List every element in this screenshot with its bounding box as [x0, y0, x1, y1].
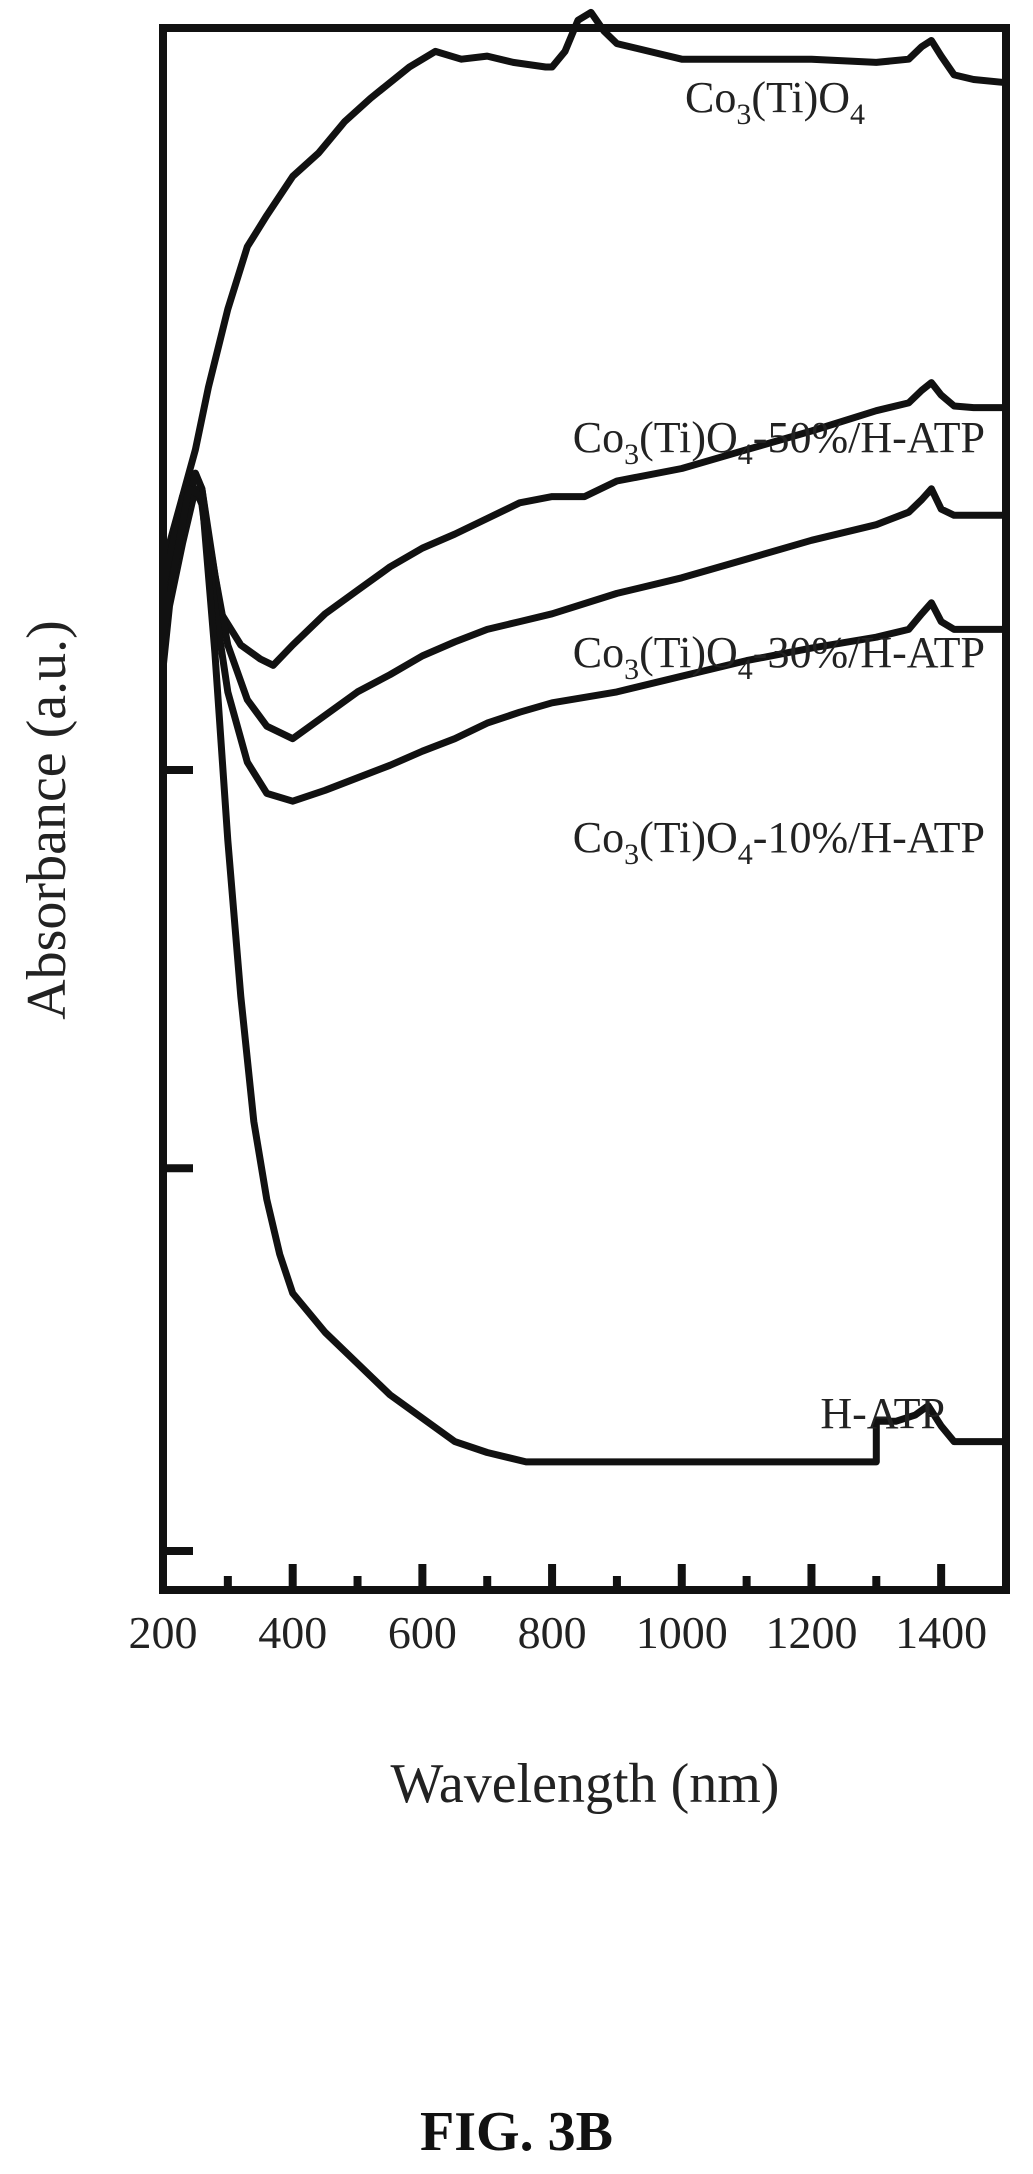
y-axis-label: Absorbance (a.u.): [16, 620, 78, 1020]
series-lines: [159, 8, 1010, 1466]
x-tick-label: 1400: [895, 1607, 987, 1658]
series-line-5: [159, 485, 1010, 1466]
x-axis-tick-labels: 200 400 600 800 1000 1200 1400: [129, 1607, 988, 1658]
x-tick-label: 800: [518, 1607, 587, 1658]
series-label-4: Co3(Ti)O4-10%/H-ATP: [573, 813, 985, 871]
x-tick-label: 600: [388, 1607, 457, 1658]
x-tick-label: 1200: [765, 1607, 857, 1658]
figure-caption: FIG. 3B: [420, 2101, 613, 2163]
series-labels: Co3(Ti)O4 Co3(Ti)O4-50%/H-ATP Co3(Ti)O4-30…: [573, 73, 985, 1438]
series-label-3: Co3(Ti)O4-30%/H-ATP: [573, 628, 985, 686]
series-line-1: [159, 8, 1010, 594]
x-tick-label: 200: [129, 1607, 198, 1658]
series-label-2: Co3(Ti)O4-50%/H-ATP: [573, 413, 985, 471]
x-axis-label: Wavelength (nm): [391, 1753, 780, 1815]
x-tick-label: 400: [258, 1607, 327, 1658]
series-label-5: H-ATP: [820, 1389, 945, 1438]
series-label-1: Co3(Ti)O4: [685, 73, 865, 131]
series-line-3: [159, 469, 1010, 743]
plot-frame: [159, 24, 1010, 1594]
y-axis-ticks: [163, 765, 193, 1555]
x-tick-label: 1000: [636, 1607, 728, 1658]
